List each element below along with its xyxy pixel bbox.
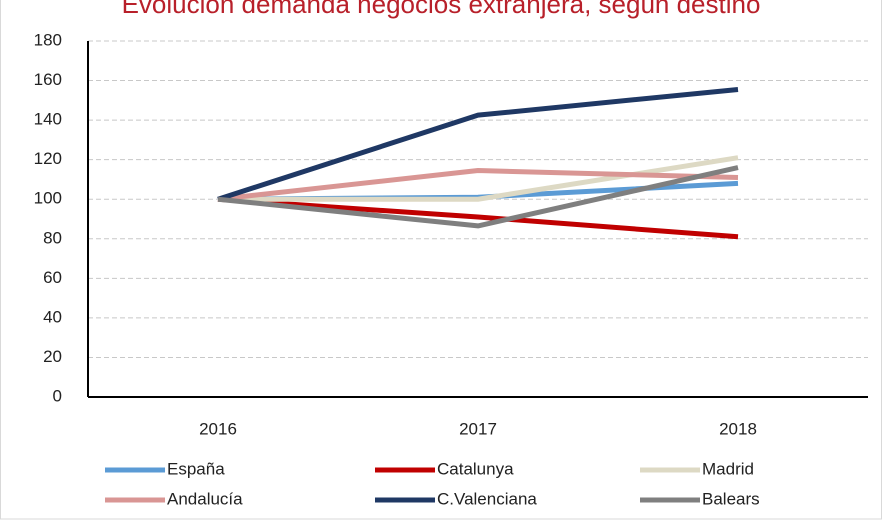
series-line (217, 168, 739, 202)
legend-label: Madrid (702, 459, 754, 478)
legend-label: Catalunya (437, 459, 514, 478)
legend-label: Andalucía (167, 489, 243, 508)
series-line (217, 165, 739, 229)
chart-title: Evolución demanda negocios extranjera, s… (122, 0, 761, 19)
legend-label: Balears (702, 489, 760, 508)
series-line (217, 86, 739, 202)
series-line (217, 196, 739, 240)
y-tick-label: 140 (34, 110, 62, 129)
y-tick-label: 60 (43, 268, 62, 287)
y-tick-label: 80 (43, 228, 62, 247)
x-tick-label: 2016 (199, 419, 237, 438)
legend-label: C.Valenciana (437, 489, 537, 508)
y-tick-label: 0 (53, 386, 62, 405)
y-tick-label: 20 (43, 347, 62, 366)
series-line (218, 155, 739, 202)
y-tick-label: 40 (43, 307, 62, 326)
y-tick-label: 100 (34, 189, 62, 208)
y-tick-label: 180 (34, 30, 62, 49)
y-tick-label: 120 (34, 149, 62, 168)
x-tick-label: 2017 (459, 419, 497, 438)
x-tick-label: 2018 (719, 419, 757, 438)
legend-label: España (167, 459, 225, 478)
y-tick-label: 160 (34, 70, 62, 89)
